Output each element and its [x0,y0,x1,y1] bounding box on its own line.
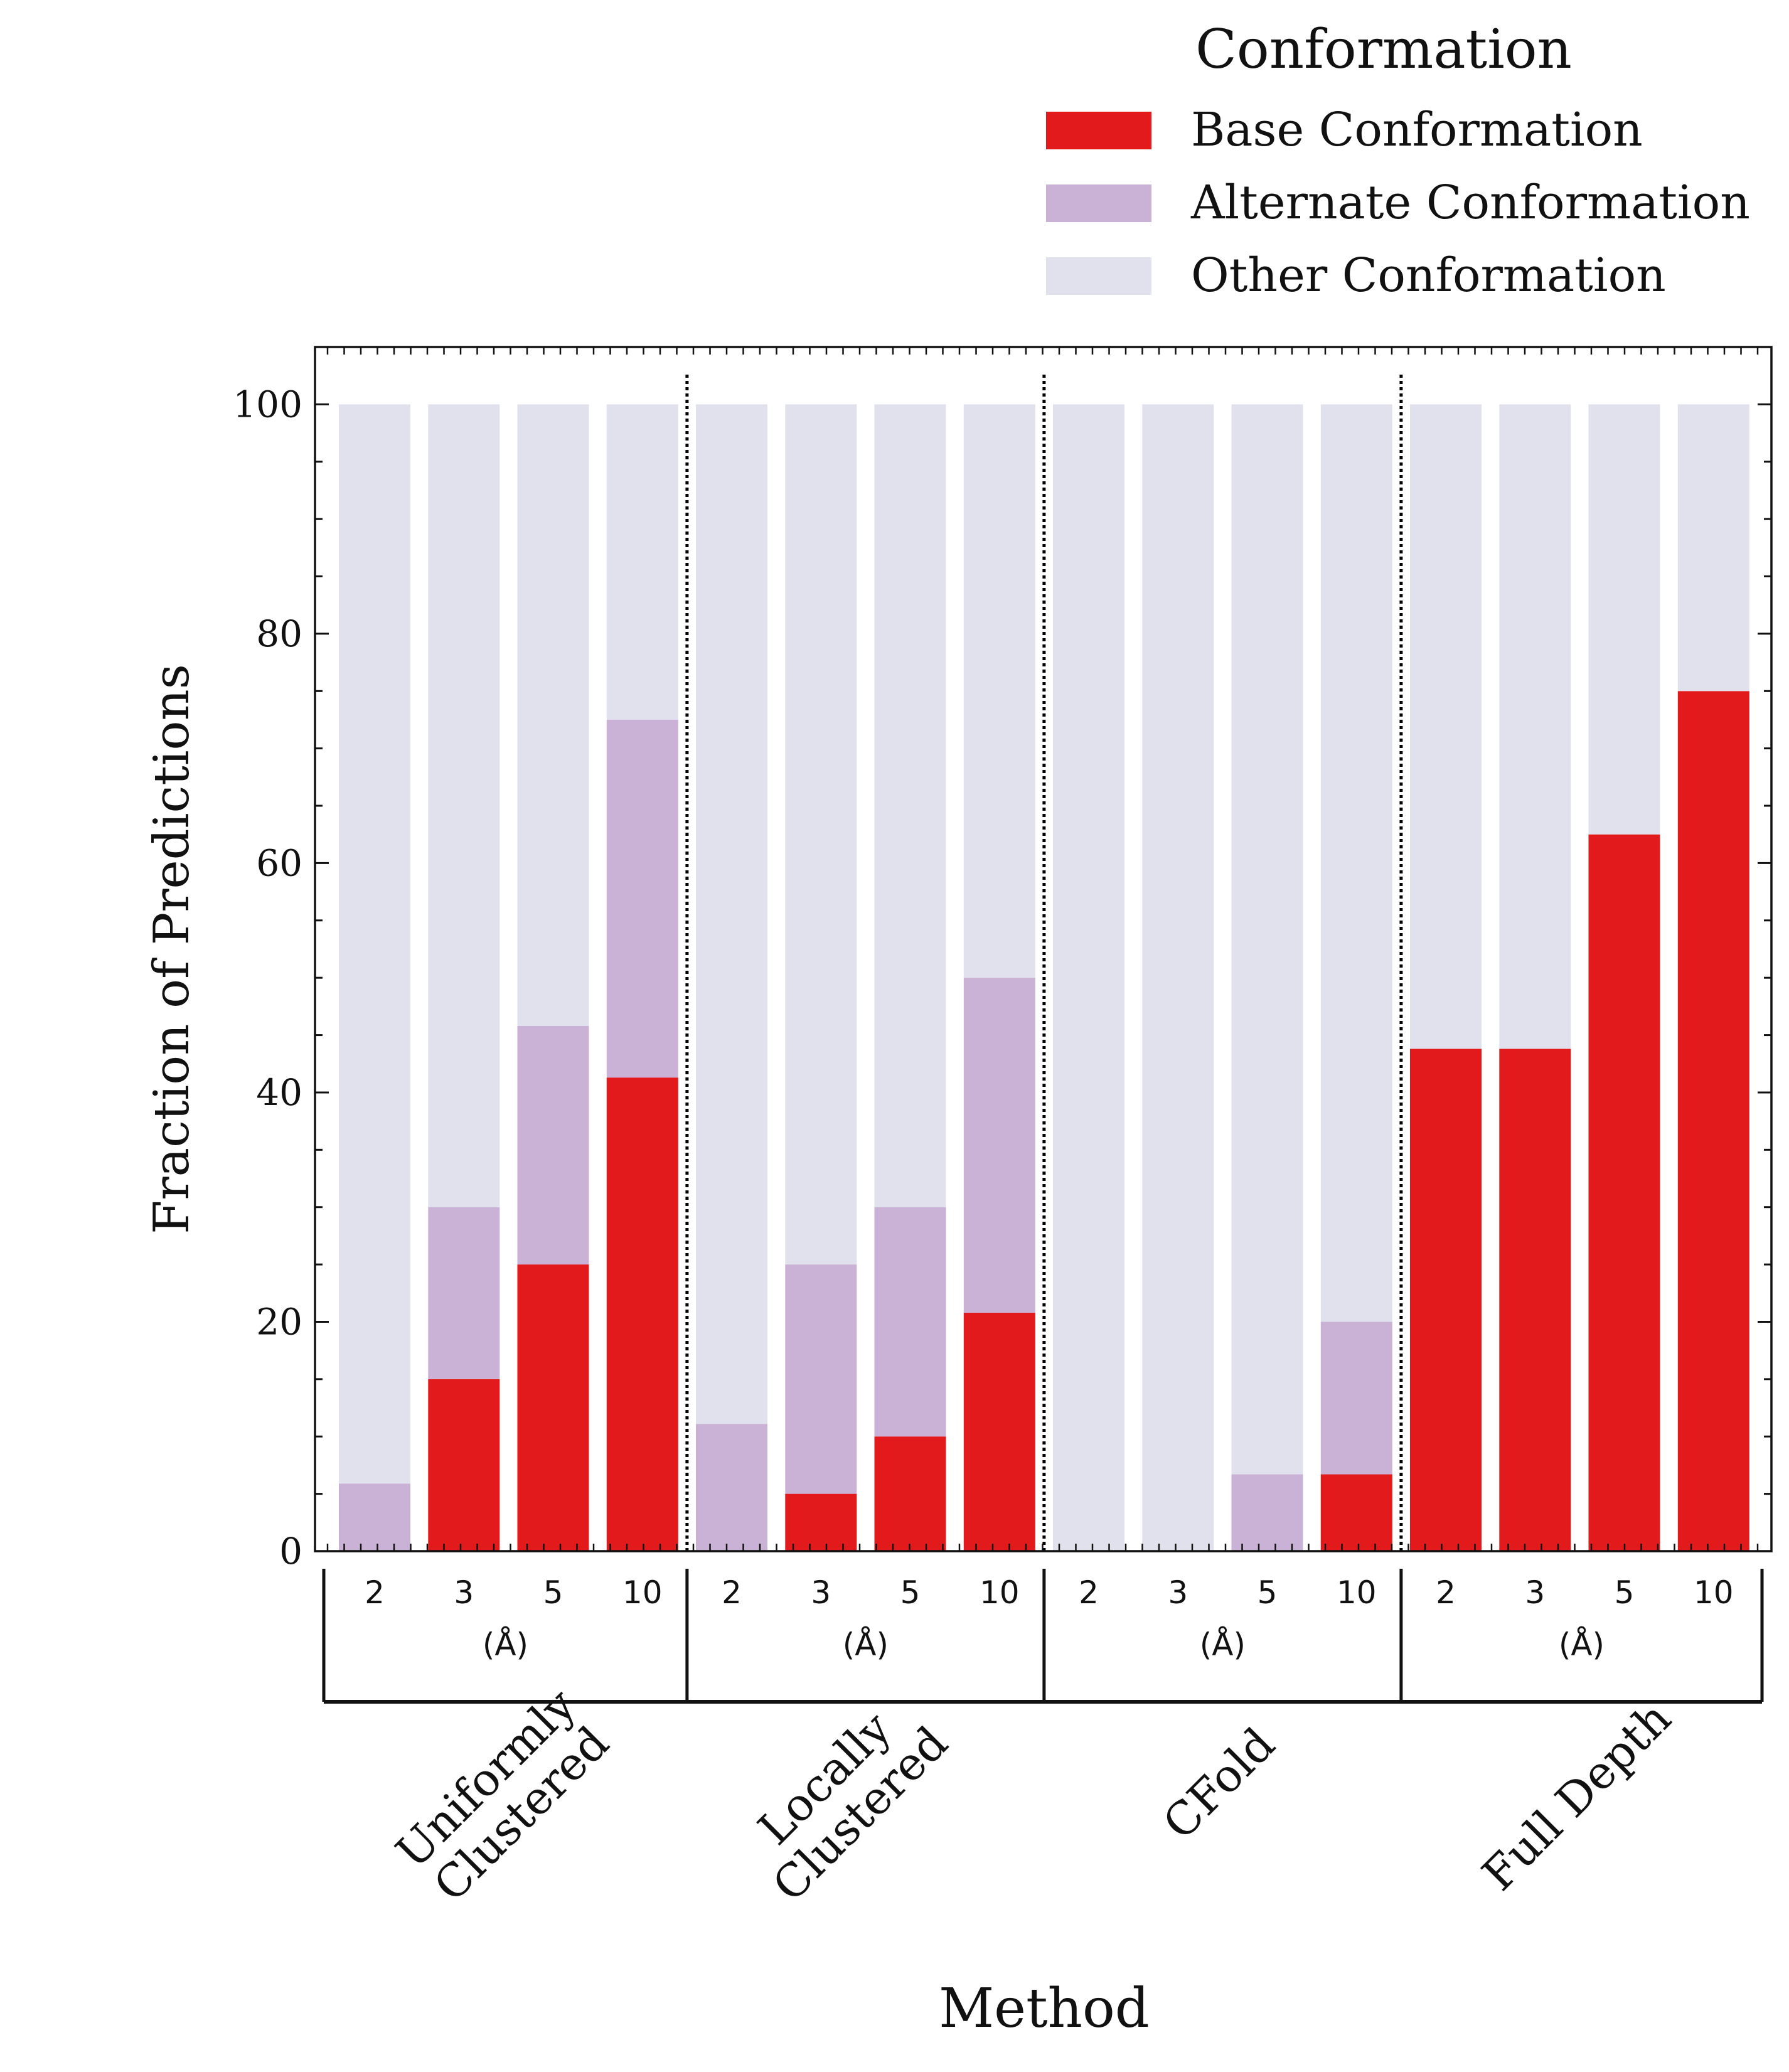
x-category-label: 3 [454,1574,474,1611]
x-category-label: 2 [1079,1574,1099,1611]
y-tick-label: 20 [256,1300,302,1343]
x-category-label: 2 [722,1574,742,1611]
y-tick-label: 100 [233,383,302,425]
x-unit-label: (Å) [483,1626,528,1663]
x-category-label: 10 [980,1574,1020,1611]
x-category-label: 10 [622,1574,663,1611]
group-name-line: CFold [1153,1717,1284,1849]
legend-entry-label: Other Conformation [1191,248,1666,302]
bar-segment [1499,404,1571,1049]
bar-segment [1320,1322,1392,1475]
bar-segment [1320,1474,1392,1551]
x-category-label: 2 [365,1574,385,1611]
bar-segment [428,1379,500,1551]
bar-segment [963,978,1035,1313]
bar-segment [963,1312,1035,1551]
bar-segment [1231,1474,1303,1551]
bar-segment [1677,404,1749,692]
bar-segment [1588,834,1660,1551]
bar-segment [785,1264,857,1494]
group-name-label: LocallyClustered [727,1680,958,1911]
x-category-label: 10 [1694,1574,1734,1611]
bar-segment [428,1207,500,1379]
x-category-label: 3 [1168,1574,1188,1611]
y-tick-label: 0 [279,1530,302,1573]
x-category-label: 3 [811,1574,831,1611]
x-category-label: 2 [1436,1574,1456,1611]
group-name-label: CFold [1153,1717,1284,1849]
bar-segment [517,1026,589,1265]
bar-segment [1499,1049,1571,1551]
bar-segment [339,1483,410,1551]
bar-segment [785,1493,857,1551]
bar-segment [517,404,589,1026]
bar-segment [1410,404,1482,1049]
bar-segment [1053,404,1124,1551]
y-tick-label: 80 [256,612,302,655]
bar-segment [874,1207,946,1437]
bar-segment [1320,404,1392,1322]
group-name-line: Full Depth [1472,1692,1681,1901]
bar-segment [428,404,500,1207]
group-name-label: UniformlyClustered [386,1679,621,1914]
bar-segment [696,404,767,1424]
x-unit-label: (Å) [1200,1626,1246,1663]
legend-title: Conformation [1195,18,1572,81]
bar-segment [606,1077,678,1551]
bar-segment [696,1424,767,1551]
bar-segment [1231,404,1303,1475]
x-unit-label: (Å) [1559,1626,1605,1663]
bar-segment [1588,404,1660,835]
bar-segment [339,404,410,1484]
x-category-label: 5 [543,1574,563,1611]
bar-segment [517,1264,589,1551]
x-unit-label: (Å) [843,1626,889,1663]
bar-segment [874,404,946,1207]
legend-swatch [1046,257,1151,295]
y-axis-label: Fraction of Predictions [144,664,200,1234]
bar-segment [963,404,1035,978]
legend-swatch [1046,112,1151,149]
bar-segment [1142,404,1214,1551]
group-name-label: Full Depth [1472,1692,1681,1901]
x-category-label: 5 [1258,1574,1278,1611]
y-tick-label: 40 [256,1071,302,1114]
legend-swatch [1046,184,1151,222]
x-category-label: 10 [1337,1574,1377,1611]
bar-segment [606,404,678,720]
x-category-label: 5 [1615,1574,1635,1611]
legend-entry-label: Alternate Conformation [1190,176,1750,230]
x-axis-label: Method [939,1977,1150,2040]
bar-segment [1410,1049,1482,1551]
bar-segment [1677,691,1749,1551]
bar-segment [606,720,678,1078]
x-category-label: 3 [1525,1574,1545,1611]
bar-segment [874,1436,946,1551]
legend-entry-label: Base Conformation [1191,103,1643,157]
bar-segment [785,404,857,1265]
x-category-label: 5 [900,1574,921,1611]
y-tick-label: 60 [256,841,302,884]
